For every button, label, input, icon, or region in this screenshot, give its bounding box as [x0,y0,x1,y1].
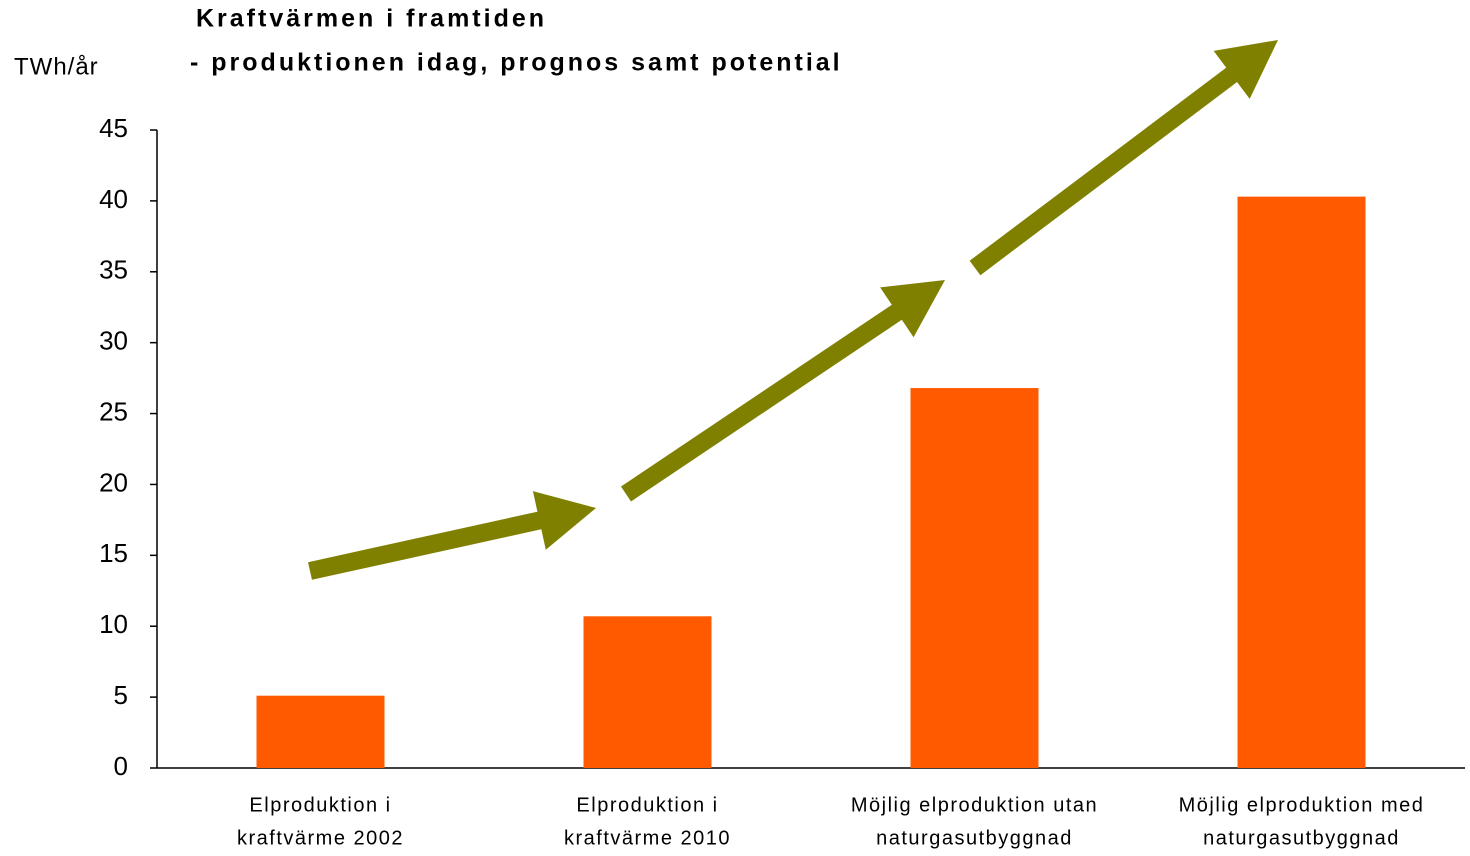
y-tick-label: 15 [99,538,128,568]
x-tick-label: Möjlig elproduktion utan [851,794,1098,816]
x-tick-label: kraftvärme 2002 [237,827,404,849]
y-tick-label: 40 [99,184,128,214]
arrow-shaft [620,302,906,502]
y-tick-label: 5 [114,680,128,710]
y-tick-label: 45 [99,113,128,143]
bar [256,695,385,768]
y-tick-label: 0 [114,751,128,781]
y-tick-label: 35 [99,255,128,285]
arrow-head [532,491,596,550]
chart-subtitle: - produktionen idag, prognos samt potent… [190,49,843,77]
arrow-head [1213,40,1278,99]
x-tick-label: naturgasutbyggnad [1203,827,1400,849]
x-tick-label: kraftvärme 2010 [564,827,731,849]
arrow-shaft [969,65,1241,276]
x-tick-label: Elproduktion i [249,794,391,816]
arrow-head [880,280,945,338]
y-tick-label: 25 [99,396,128,426]
bar [583,616,712,768]
x-tick-label: Elproduktion i [576,794,718,816]
x-tick-label: Möjlig elproduktion med [1179,794,1425,816]
y-tick-label: 30 [99,326,128,356]
x-tick-label: naturgasutbyggnad [876,827,1073,849]
chart-title: Kraftvärmen i framtiden [196,5,547,33]
bar [1237,196,1366,768]
bar [910,388,1039,768]
y-tick-label: 10 [99,609,128,639]
arrow-shaft [308,510,546,580]
y-tick-label: 20 [99,467,128,497]
y-axis-label: TWh/år [14,53,99,80]
trend-arrows [308,40,1278,580]
